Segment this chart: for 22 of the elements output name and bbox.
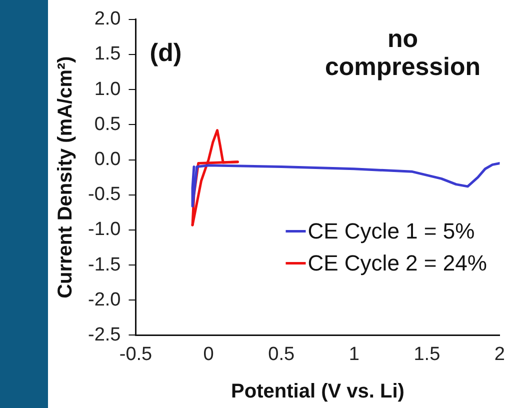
- x-axis-title: Potential (V vs. Li): [231, 380, 404, 403]
- y-tick-label: 2.0: [94, 8, 121, 30]
- legend-label: CE Cycle 2 = 24%: [308, 250, 487, 276]
- x-tick-label: 0: [203, 344, 214, 365]
- y-tick-label: 0.0: [94, 148, 121, 170]
- legend-label: CE Cycle 1 = 5%: [308, 218, 475, 244]
- x-tick-label: -0.5: [119, 344, 152, 365]
- annotation: no compression: [324, 24, 481, 81]
- y-tick-label: 0.5: [94, 114, 121, 135]
- annotation: (d): [150, 38, 182, 67]
- y-tick-label: -1.0: [88, 219, 121, 240]
- x-tick-label: 2: [494, 344, 506, 365]
- y-tick-label: 1.5: [94, 44, 121, 65]
- x-tick-label: 0.5: [268, 344, 295, 365]
- y-axis-title: Current Density (mA/cm²): [54, 56, 77, 298]
- y-tick-label: -1.5: [88, 254, 121, 276]
- y-tick-label: -0.5: [88, 184, 121, 206]
- y-tick-label: -2.5: [88, 324, 121, 346]
- y-tick-label: 1.0: [94, 78, 121, 100]
- y-tick-label: -2.0: [88, 289, 121, 310]
- x-tick-label: 1: [348, 344, 360, 365]
- x-tick-label: 1.5: [414, 344, 440, 365]
